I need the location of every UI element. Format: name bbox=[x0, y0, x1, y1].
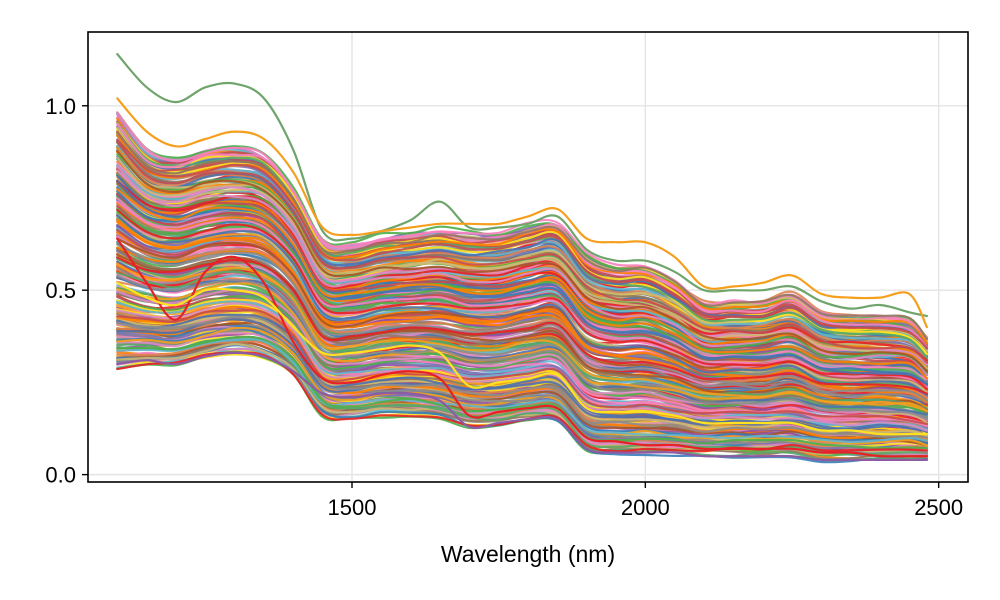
spectrum-line bbox=[116, 179, 928, 362]
x-axis-label: Wavelength (nm) bbox=[441, 541, 615, 567]
spectrum-line-highlight bbox=[116, 237, 928, 458]
spectrum-line bbox=[116, 318, 928, 433]
y-tick-label: 0.0 bbox=[45, 463, 76, 488]
spectrum-line bbox=[116, 282, 928, 412]
spectrum-line-highlight bbox=[116, 97, 928, 329]
ticks: 1500 2000 2500 0.0 0.5 1.0 bbox=[45, 94, 963, 520]
spectrum-line bbox=[116, 138, 928, 350]
spectrum-line-highlight bbox=[116, 281, 928, 436]
spectrum-line bbox=[116, 335, 928, 450]
series-group bbox=[116, 53, 928, 464]
spectrum-line bbox=[116, 338, 928, 444]
spectrum-line bbox=[116, 308, 928, 426]
x-tick-label: 2500 bbox=[914, 495, 963, 520]
x-tick-label: 1500 bbox=[328, 495, 377, 520]
spectrum-line bbox=[116, 274, 928, 421]
y-tick-label: 0.5 bbox=[45, 278, 76, 303]
spectrum-line bbox=[116, 140, 928, 364]
spectrum-line bbox=[116, 200, 928, 389]
spectrum-line bbox=[116, 131, 928, 341]
spectrum-line-highlight bbox=[116, 53, 928, 318]
spectrum-line bbox=[116, 188, 928, 380]
y-tick-label: 1.0 bbox=[45, 94, 76, 119]
spectrum-line-highlight bbox=[116, 351, 928, 462]
spectrum-line bbox=[116, 270, 928, 410]
spectrum-line bbox=[116, 148, 928, 370]
spectrum-line bbox=[116, 276, 928, 416]
spectrum-line bbox=[116, 149, 928, 373]
x-tick-label: 2000 bbox=[621, 495, 670, 520]
spectrum-line bbox=[116, 313, 928, 433]
spectrum-line bbox=[116, 240, 928, 402]
spectrum-line bbox=[116, 315, 928, 439]
spectrum-line bbox=[116, 208, 928, 391]
spectrum-line bbox=[116, 256, 928, 395]
plot-frame bbox=[87, 31, 969, 483]
spectrum-line bbox=[116, 214, 928, 397]
spectrum-line bbox=[116, 237, 928, 389]
spectrum-line bbox=[116, 302, 928, 432]
